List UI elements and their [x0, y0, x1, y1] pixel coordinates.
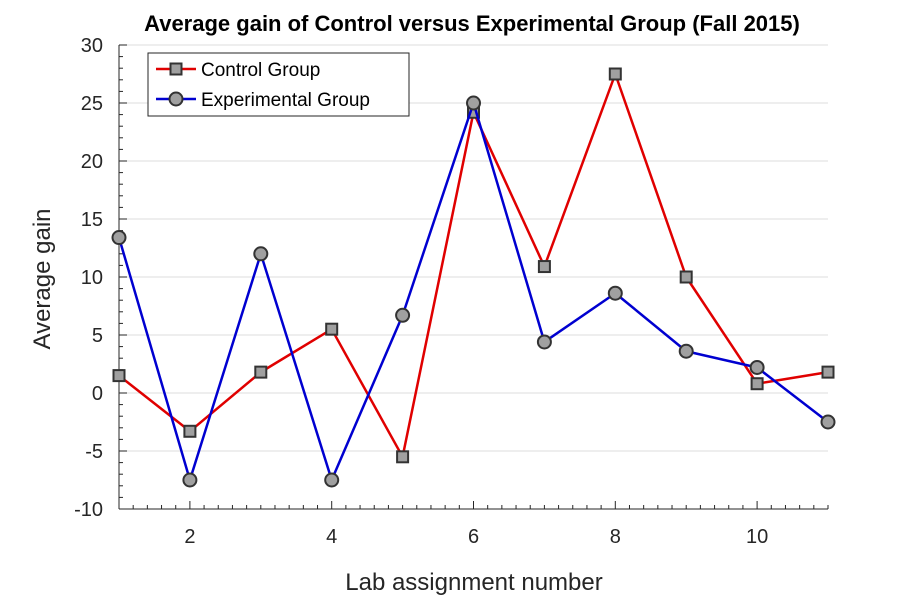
x-tick-label: 4	[326, 526, 337, 548]
series-layer	[111, 67, 836, 488]
x-tick-label: 6	[468, 526, 479, 548]
legend-marker	[169, 62, 183, 76]
y-tick-label: 25	[81, 93, 103, 115]
data-point	[395, 307, 411, 323]
data-point	[112, 369, 126, 383]
data-point	[821, 365, 835, 379]
y-tick-label: -10	[74, 499, 103, 521]
chart-title: Average gain of Control versus Experimen…	[144, 11, 800, 36]
series-line	[118, 72, 829, 459]
x-tick-label: 10	[746, 526, 768, 548]
y-tick-label: 5	[92, 325, 103, 347]
x-tick-label: 8	[610, 526, 621, 548]
data-point	[396, 450, 410, 464]
data-point	[749, 359, 765, 375]
data-point	[183, 424, 197, 438]
data-point	[607, 285, 623, 301]
y-tick-label: 30	[81, 35, 103, 57]
data-point	[254, 365, 268, 379]
series-line	[117, 101, 829, 482]
axes: -10 -5 0 5 10 15 20 25 30 2 4 6 8 10	[74, 35, 829, 548]
y-axis-label: Average gain	[29, 209, 56, 350]
x-tick-label: 2	[184, 526, 195, 548]
legend: Control Group Experimental Group	[147, 52, 410, 117]
data-point	[111, 230, 127, 246]
data-point	[324, 472, 340, 488]
data-point	[537, 260, 551, 274]
x-axis-label: Lab assignment number	[345, 569, 602, 596]
y-tick-label: 10	[81, 267, 103, 289]
y-tick-label: 15	[81, 209, 103, 231]
data-point	[608, 67, 622, 81]
legend-label: Control Group	[201, 60, 320, 81]
data-point	[536, 334, 552, 350]
legend-marker	[168, 91, 184, 107]
y-tick-label: 20	[81, 151, 103, 173]
legend-box	[147, 52, 410, 117]
series-control-group	[112, 67, 835, 464]
data-point	[750, 377, 764, 391]
series-experimental-group	[111, 95, 836, 488]
data-point	[466, 95, 481, 111]
data-point	[679, 270, 693, 284]
data-point	[253, 246, 269, 262]
y-tick-label: 0	[92, 383, 103, 405]
data-point	[820, 414, 836, 430]
data-point	[678, 343, 694, 359]
legend-label: Experimental Group	[201, 90, 370, 111]
data-point	[325, 322, 339, 336]
y-tick-label: -5	[85, 441, 103, 463]
data-point	[182, 472, 198, 488]
